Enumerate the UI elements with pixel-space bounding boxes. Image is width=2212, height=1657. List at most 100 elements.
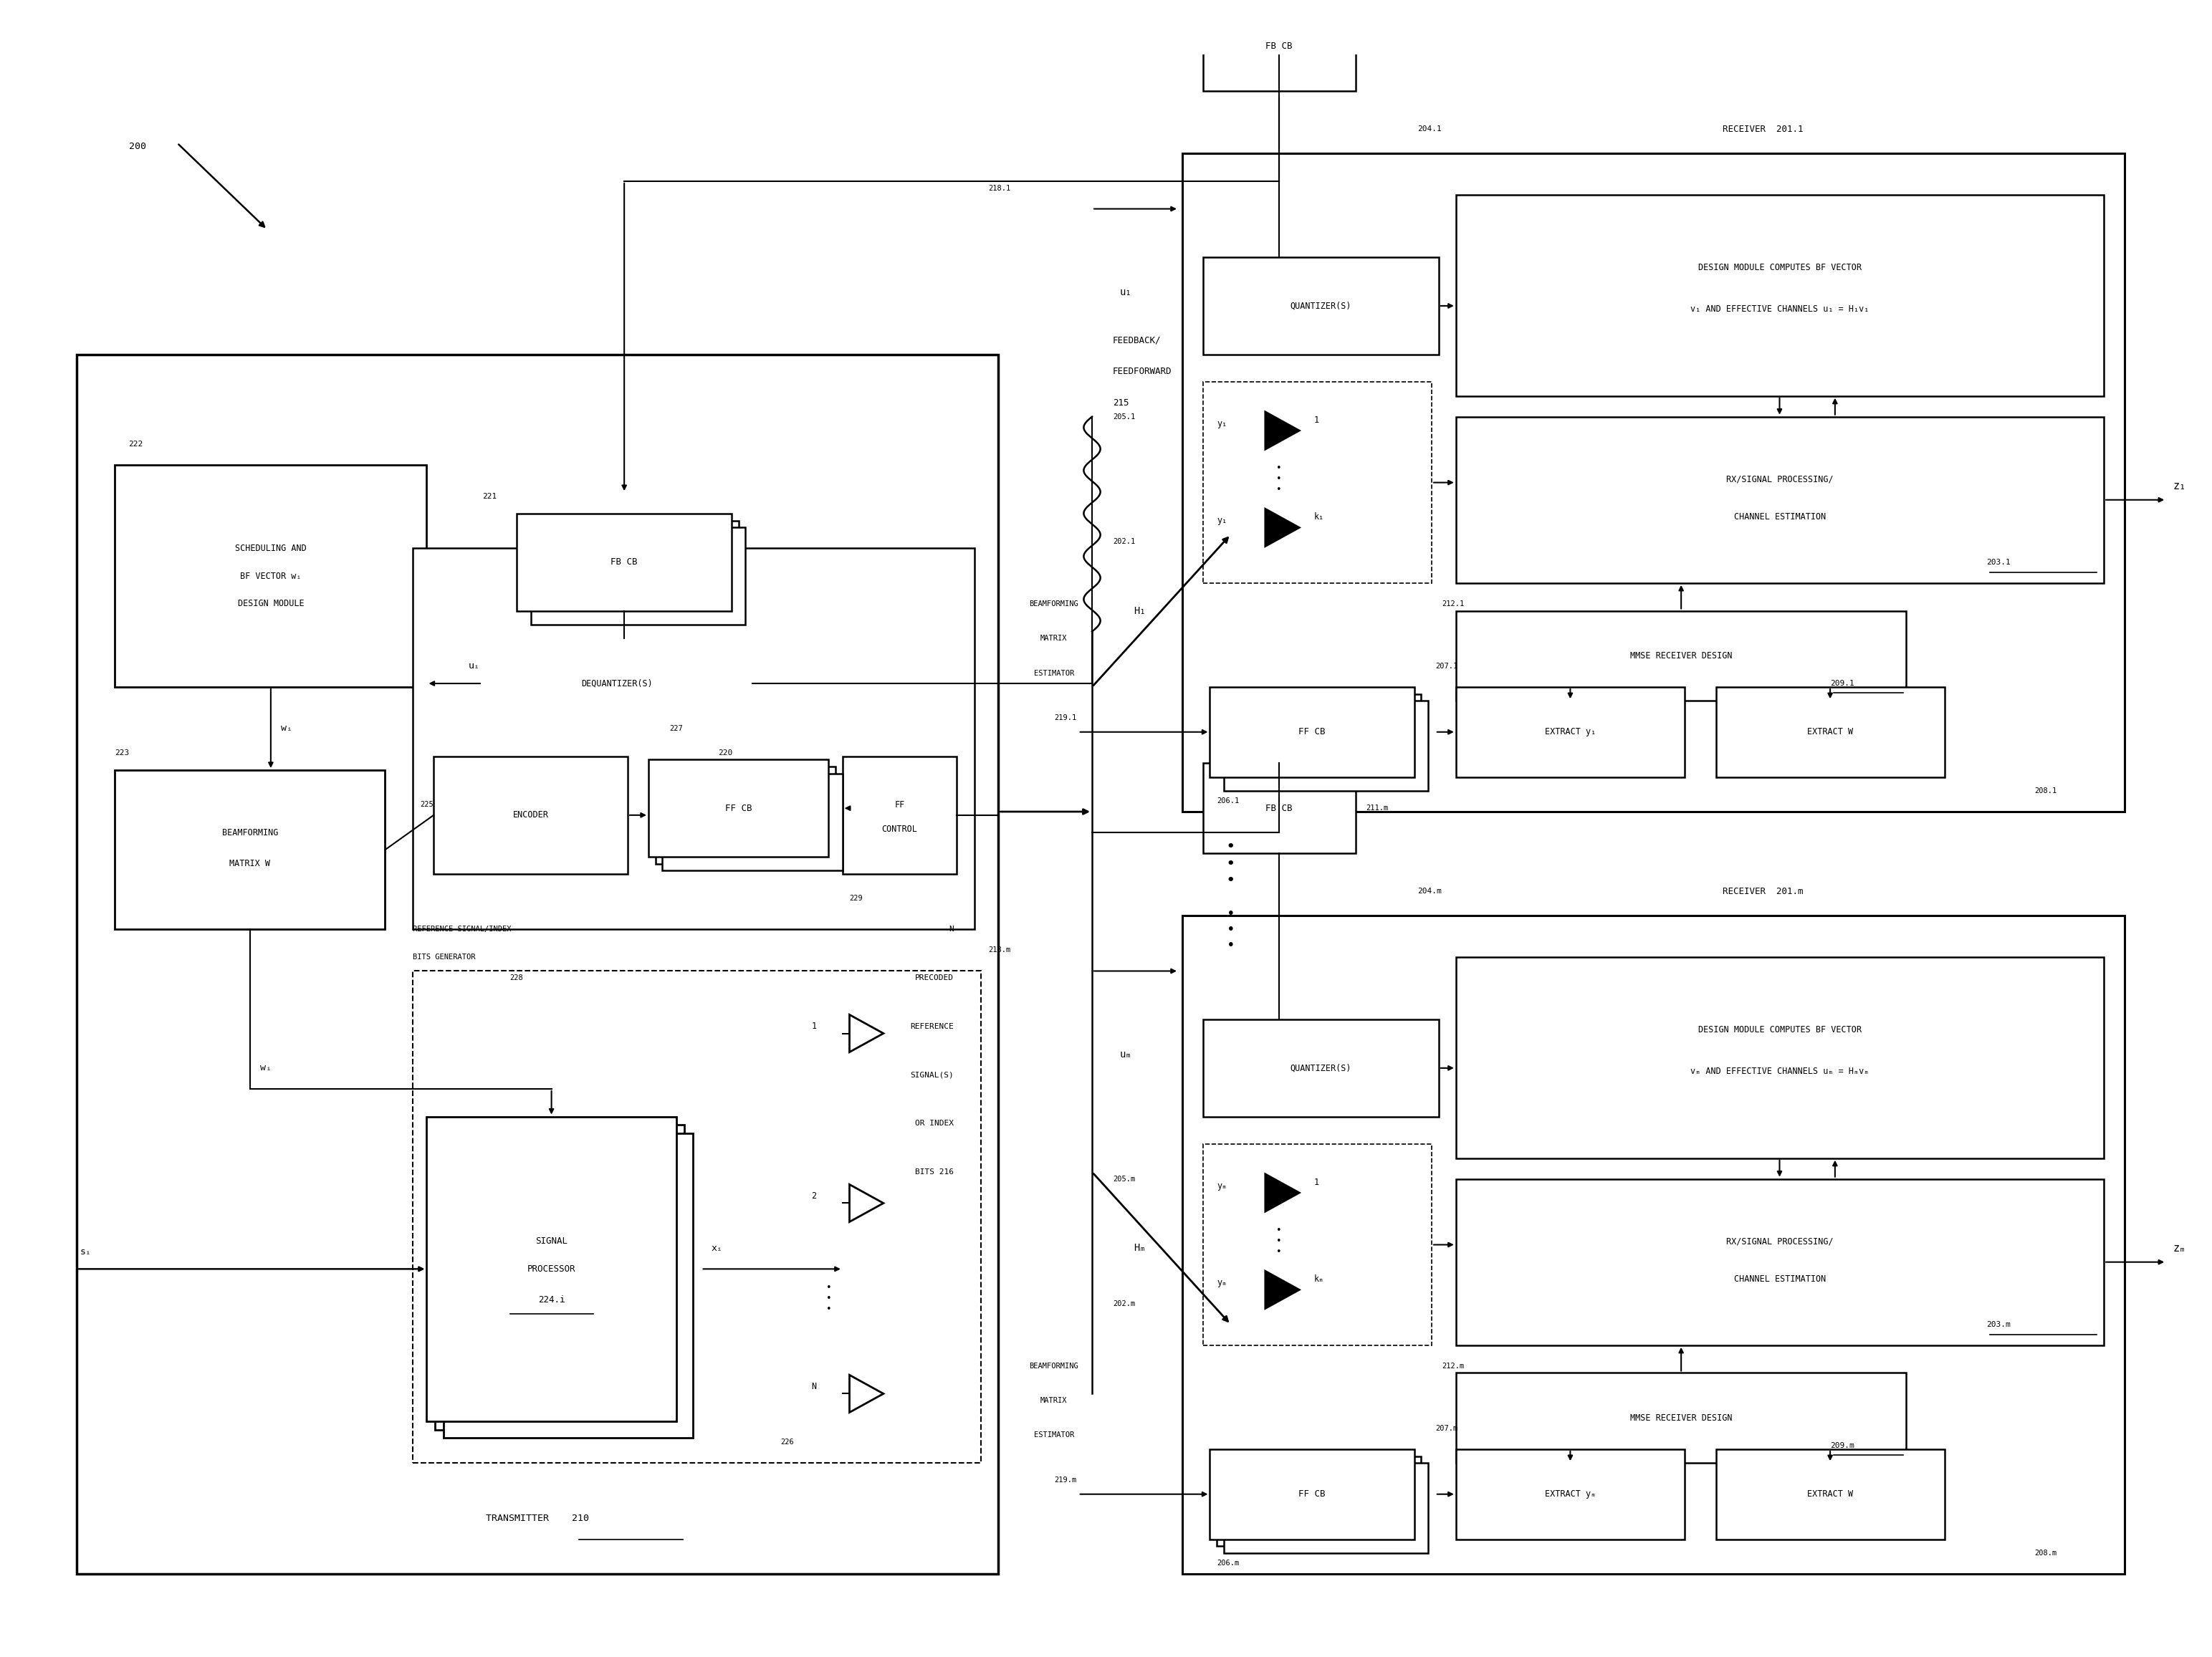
Text: uₘ: uₘ xyxy=(1119,1049,1133,1059)
Text: REFERENCE: REFERENCE xyxy=(909,1022,953,1031)
Text: MMSE RECEIVER DESIGN: MMSE RECEIVER DESIGN xyxy=(1630,1413,1732,1423)
Text: z₁: z₁ xyxy=(2172,481,2185,492)
Polygon shape xyxy=(1265,1175,1298,1211)
Text: EXTRACT W: EXTRACT W xyxy=(1807,727,1854,737)
Text: 209.1: 209.1 xyxy=(1829,679,1854,688)
Text: SCHEDULING AND: SCHEDULING AND xyxy=(234,543,307,553)
Text: 219.m: 219.m xyxy=(1053,1476,1077,1485)
Text: •
•
•: • • • xyxy=(1276,464,1283,494)
Text: yₘ: yₘ xyxy=(1217,1278,1228,1287)
Bar xyxy=(1223,701,1429,790)
Bar xyxy=(1455,958,2104,1158)
Text: 218.1: 218.1 xyxy=(989,184,1011,192)
Text: y₁: y₁ xyxy=(1217,419,1228,428)
Bar xyxy=(436,1125,684,1430)
Text: 1: 1 xyxy=(1314,416,1318,424)
Text: 227: 227 xyxy=(670,724,684,732)
Bar xyxy=(661,774,843,870)
Text: 221: 221 xyxy=(482,492,498,500)
Polygon shape xyxy=(849,1185,883,1221)
Bar xyxy=(1217,694,1422,784)
Bar xyxy=(1203,764,1356,853)
Text: CONTROL: CONTROL xyxy=(883,824,918,833)
Text: RECEIVER  201.m: RECEIVER 201.m xyxy=(1723,886,1803,896)
Text: 2: 2 xyxy=(812,1191,816,1201)
Text: BF VECTOR wᵢ: BF VECTOR wᵢ xyxy=(241,572,301,580)
Bar xyxy=(442,1133,692,1438)
Text: N: N xyxy=(812,1382,816,1392)
Text: FF CB: FF CB xyxy=(1298,727,1325,737)
Bar xyxy=(115,771,385,930)
Bar xyxy=(531,527,745,625)
Bar xyxy=(518,514,732,611)
Bar xyxy=(1223,1463,1429,1553)
Text: u₁: u₁ xyxy=(1119,287,1133,297)
Text: DESIGN MODULE COMPUTES BF VECTOR: DESIGN MODULE COMPUTES BF VECTOR xyxy=(1699,1026,1863,1034)
Text: v₁ AND EFFECTIVE CHANNELS u₁ = H₁v₁: v₁ AND EFFECTIVE CHANNELS u₁ = H₁v₁ xyxy=(1690,305,1869,313)
Text: 203.1: 203.1 xyxy=(1986,558,2011,565)
Text: 1: 1 xyxy=(1314,1178,1318,1186)
Text: 203.m: 203.m xyxy=(1986,1321,2011,1327)
Text: 200: 200 xyxy=(128,143,146,151)
Bar xyxy=(1455,1450,1686,1539)
Text: MATRIX: MATRIX xyxy=(1040,635,1068,641)
Text: 222: 222 xyxy=(128,441,144,447)
Text: RECEIVER  201.1: RECEIVER 201.1 xyxy=(1723,124,1803,134)
Bar xyxy=(1717,1450,1944,1539)
Bar xyxy=(1455,196,2104,396)
Polygon shape xyxy=(849,1375,883,1412)
Text: REFERENCE SIGNAL/INDEX: REFERENCE SIGNAL/INDEX xyxy=(414,926,511,933)
Text: sᵢ: sᵢ xyxy=(80,1248,91,1256)
Text: EXTRACT y₁: EXTRACT y₁ xyxy=(1544,727,1595,737)
Bar xyxy=(1455,1374,1907,1463)
Text: 223: 223 xyxy=(115,749,128,756)
Text: 205.m: 205.m xyxy=(1113,1175,1135,1183)
Bar xyxy=(1455,416,2104,583)
Text: 215: 215 xyxy=(1113,398,1128,408)
Text: wᵢ: wᵢ xyxy=(281,724,292,732)
Bar xyxy=(427,1117,677,1422)
Text: EXTRACT W: EXTRACT W xyxy=(1807,1490,1854,1500)
Bar xyxy=(482,638,752,729)
Text: 1: 1 xyxy=(812,1022,816,1031)
Text: ESTIMATOR: ESTIMATOR xyxy=(1033,669,1075,676)
Text: H₁: H₁ xyxy=(1133,606,1146,616)
Text: DESIGN MODULE: DESIGN MODULE xyxy=(237,600,303,608)
Bar xyxy=(1210,688,1413,777)
Text: BITS GENERATOR: BITS GENERATOR xyxy=(414,953,476,961)
Bar xyxy=(1203,1145,1431,1345)
Text: RX/SIGNAL PROCESSING/: RX/SIGNAL PROCESSING/ xyxy=(1725,474,1834,484)
Bar xyxy=(648,759,830,857)
Text: MATRIX: MATRIX xyxy=(1040,1397,1068,1403)
Text: FEEDFORWARD: FEEDFORWARD xyxy=(1113,366,1172,376)
Text: 206.1: 206.1 xyxy=(1217,797,1239,805)
Bar xyxy=(1455,611,1907,701)
Text: 218.m: 218.m xyxy=(989,946,1011,954)
Text: 212.1: 212.1 xyxy=(1442,600,1464,608)
Bar xyxy=(1717,688,1944,777)
Bar xyxy=(414,971,982,1463)
Text: QUANTIZER(S): QUANTIZER(S) xyxy=(1290,302,1352,310)
Polygon shape xyxy=(1265,509,1298,547)
Text: 212.m: 212.m xyxy=(1442,1362,1464,1370)
Text: 206.m: 206.m xyxy=(1217,1559,1239,1568)
Text: Hₘ: Hₘ xyxy=(1133,1243,1146,1253)
Text: 204.m: 204.m xyxy=(1418,888,1442,895)
Text: xᵢ: xᵢ xyxy=(710,1243,723,1253)
Text: 202.m: 202.m xyxy=(1113,1301,1135,1307)
Bar xyxy=(1210,1450,1413,1539)
Text: kₘ: kₘ xyxy=(1314,1274,1325,1284)
Text: ENCODER: ENCODER xyxy=(513,810,549,820)
Text: •
•
•: • • • xyxy=(1276,1226,1283,1256)
Text: •
•
•: • • • xyxy=(825,1284,832,1314)
Bar xyxy=(115,466,427,688)
Text: uᵢ: uᵢ xyxy=(469,661,480,671)
Text: BEAMFORMING: BEAMFORMING xyxy=(221,828,279,837)
Text: 207.1: 207.1 xyxy=(1436,663,1458,669)
Text: PROCESSOR: PROCESSOR xyxy=(526,1264,575,1274)
Text: FF CB: FF CB xyxy=(726,804,752,814)
Bar xyxy=(843,756,958,873)
Text: FEEDBACK/: FEEDBACK/ xyxy=(1113,336,1161,345)
Polygon shape xyxy=(1265,413,1298,449)
Text: 207.m: 207.m xyxy=(1436,1425,1458,1432)
